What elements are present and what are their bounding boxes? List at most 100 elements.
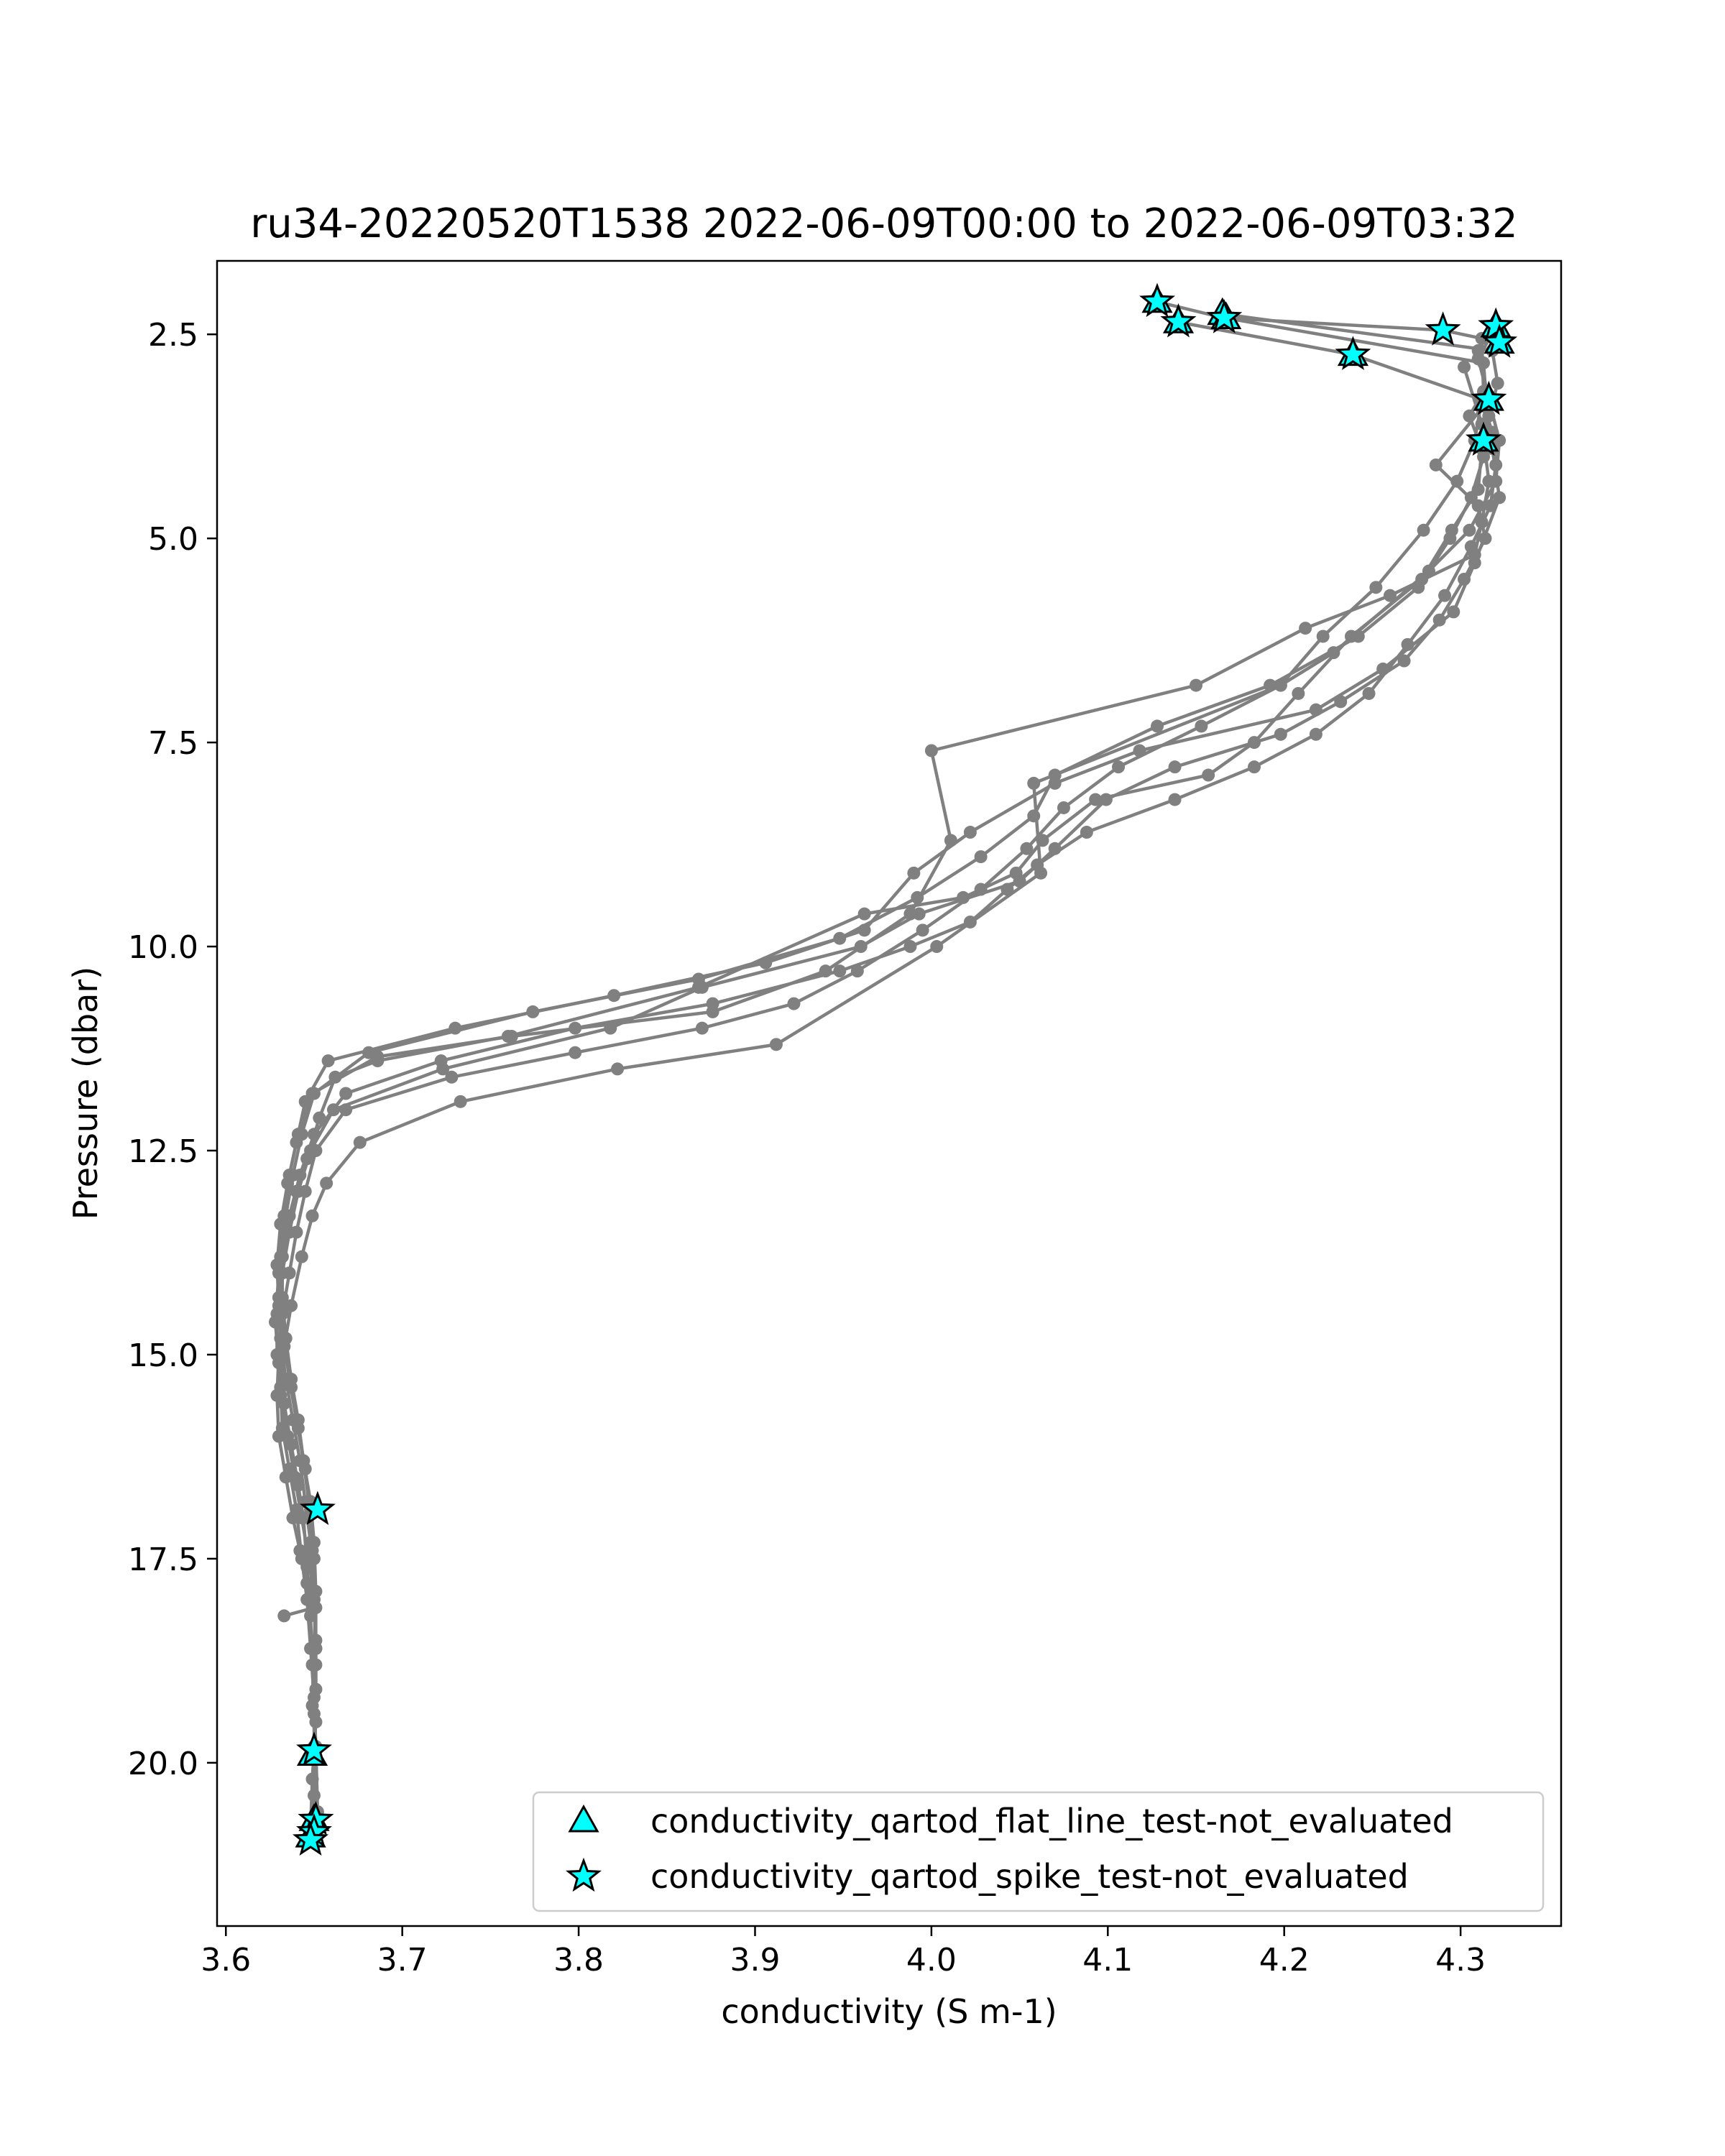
profile-5-point-3	[1471, 499, 1485, 512]
profile-7-point-26	[272, 1429, 285, 1443]
legend-triangle-marker	[568, 1804, 599, 1833]
profile-2-point-10	[1034, 866, 1048, 880]
profile-4-point-12	[907, 866, 921, 880]
profile-5-point-30	[302, 1552, 316, 1565]
profile-5-point-16	[695, 980, 709, 994]
profile-6-point-22	[282, 1373, 296, 1386]
profile-6-point-23	[290, 1413, 303, 1427]
profile-6-point-4	[1468, 548, 1481, 561]
y-tick-label-4: 12.5	[128, 1133, 198, 1170]
y-tick-label-1: 5.0	[148, 521, 198, 558]
x-tick-label-6: 4.2	[1259, 1942, 1310, 1978]
profile-7-point-12	[916, 923, 929, 937]
x-tick-label-0: 3.6	[201, 1942, 251, 1978]
profile-4-point-32	[309, 1715, 323, 1729]
profile-5-point-18	[436, 1062, 450, 1076]
profile-6-point-14	[371, 1050, 385, 1064]
profile-6-point-11	[819, 964, 832, 978]
x-tick-label-3: 3.9	[730, 1942, 780, 1978]
profile-6-point-5	[1383, 589, 1397, 602]
profile-line-6	[279, 367, 1491, 1706]
profile-2-point-12	[769, 1038, 783, 1051]
profile-5-point-8	[1334, 695, 1348, 709]
profile-6-point-15	[305, 1087, 319, 1100]
profile-7-point-24	[272, 1348, 285, 1361]
profile-7-point-30	[300, 1576, 314, 1590]
profile-5-point-0	[1471, 344, 1485, 357]
spike-flag-8	[1466, 421, 1501, 456]
x-tick-label-1: 3.7	[377, 1942, 428, 1978]
plot-area	[268, 282, 1518, 1856]
profile-7-point-9	[1057, 801, 1070, 814]
profile-1-point-22	[339, 1087, 353, 1100]
y-tick-label-0: 2.5	[148, 317, 198, 354]
profile-7-point-7	[1195, 719, 1208, 733]
profile-2-point-17	[305, 1209, 319, 1222]
profile-2-point-11	[930, 940, 944, 954]
profile-4-point-11	[963, 826, 977, 839]
profile-7-point-15	[695, 1021, 709, 1035]
profile-6-point-19	[274, 1250, 288, 1263]
profile-4-point-33	[305, 1772, 319, 1786]
profile-1-point-9	[1362, 686, 1376, 700]
profile-5-point-11	[1099, 793, 1113, 806]
profile-7-point-11	[974, 883, 988, 896]
profile-3-point-10	[1151, 719, 1164, 733]
profile-4-point-10	[1048, 776, 1062, 790]
profile-6-point-6	[1299, 622, 1312, 635]
legend-marker-flat-line	[568, 1804, 599, 1833]
y-axis: 2.5 5.0 7.5 10.0 12.5 15.0 17.5 20.0	[128, 317, 217, 1782]
profile-3-point-13	[974, 850, 988, 864]
profile-1-point-17	[903, 940, 917, 954]
profile-6-point-18	[277, 1209, 291, 1222]
profile-7-point-29	[293, 1544, 307, 1557]
profile-2-point-19	[285, 1299, 298, 1312]
profile-7-point-13	[850, 964, 864, 978]
profile-6-point-10	[903, 907, 917, 921]
x-axis-label: conductivity (S m-1)	[721, 1992, 1057, 2031]
profile-6-point-2	[1482, 474, 1496, 488]
profile-2-point-15	[353, 1135, 367, 1149]
profile-4-point-4	[1493, 491, 1506, 505]
profile-0-point-11	[1292, 686, 1305, 700]
profile-6-point-29	[305, 1699, 319, 1713]
profile-5-point-2	[1429, 458, 1443, 471]
profile-7-point-20	[298, 1184, 312, 1198]
profile-5-point-12	[1048, 842, 1062, 855]
spike-flag-5	[1478, 307, 1514, 342]
profile-7-point-28	[286, 1511, 300, 1525]
profile-7-point-6	[1274, 678, 1287, 692]
profile-3-point-6	[1443, 532, 1457, 545]
spike-flag-4	[1425, 311, 1461, 346]
profile-4-point-17	[321, 1054, 335, 1068]
profile-4-point-31	[309, 1658, 323, 1672]
profile-6-point-12	[706, 1005, 719, 1018]
legend-star-marker	[566, 1857, 602, 1892]
profile-1-point-11	[1247, 760, 1261, 774]
profile-7-point-16	[569, 1046, 582, 1059]
profile-1-point-10	[1309, 727, 1322, 741]
profile-5-point-7	[1397, 654, 1411, 668]
y-tick-label-5: 15.0	[128, 1337, 198, 1374]
profile-7-point-10	[1020, 842, 1034, 855]
spike-flag-7	[1471, 380, 1507, 415]
profile-2-point-16	[320, 1176, 334, 1190]
y-tick-label-6: 17.5	[128, 1542, 198, 1578]
profile-4-point-6	[1447, 605, 1460, 619]
legend-label-flat-line: conductivity_qartod_flat_line_test-not_e…	[650, 1802, 1453, 1841]
profile-4-point-13	[857, 923, 871, 937]
profile-4-point-14	[759, 956, 773, 969]
profile-5-point-13	[1013, 875, 1026, 888]
x-tick-label-4: 4.0	[906, 1942, 957, 1978]
profile-0-point-18	[857, 907, 871, 921]
profile-6-point-28	[307, 1641, 321, 1655]
y-tick-label-7: 20.0	[128, 1746, 198, 1782]
profile-6-point-13	[505, 1029, 518, 1043]
y-axis-label: Pressure (dbar)	[66, 967, 105, 1220]
profile-3-point-2	[1491, 377, 1504, 390]
profile-2-point-18	[295, 1250, 308, 1263]
profile-6-point-8	[924, 744, 938, 757]
profile-5-point-10	[1168, 760, 1182, 774]
legend: conductivity_qartod_flat_line_test-not_e…	[532, 1791, 1545, 1912]
profile-6-point-7	[1190, 678, 1203, 692]
